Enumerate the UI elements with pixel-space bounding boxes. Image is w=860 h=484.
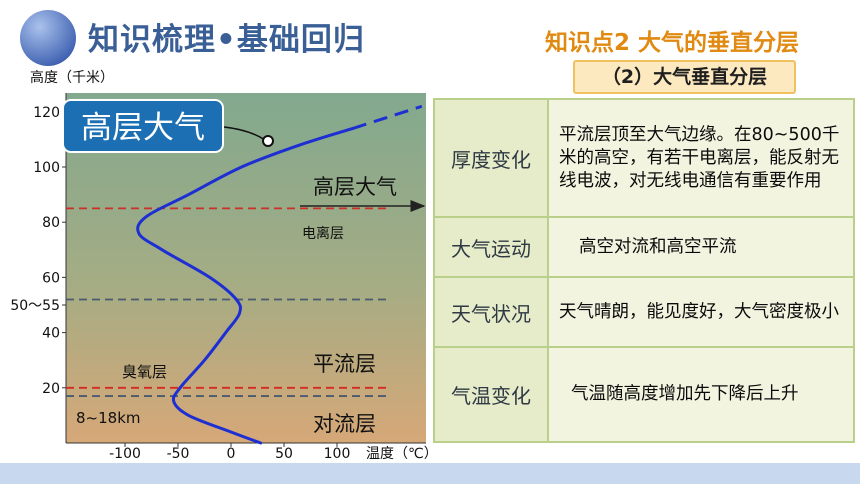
temperature-curve-extension <box>352 104 423 130</box>
y-tick-label: 120 <box>33 105 60 121</box>
info-table: 厚度变化 平流层顶至大气边缘。在80~500千米的高空，有若干电离层，能反射无线… <box>433 98 855 443</box>
troposphere-range: 8~18km <box>76 409 141 427</box>
table-row: 天气状况 天气晴朗，能见度好，大气密度极小 <box>433 276 855 348</box>
x-tick-label: -100 <box>109 446 141 462</box>
x-tick-label: 50 <box>275 446 293 462</box>
stratosphere-label: 平流层 <box>313 352 376 376</box>
row-label: 天气状况 <box>433 276 549 348</box>
y-tick-label: 60 <box>42 270 60 286</box>
y-tick-label: 40 <box>42 326 60 342</box>
x-tick-label: 0 <box>227 446 236 462</box>
table-row: 大气运动 高空对流和高空平流 <box>433 216 855 278</box>
section-title: 知识梳理•基础回归 <box>88 22 365 58</box>
topic-title: 知识点2 大气的垂直分层 <box>545 30 800 56</box>
x-tick-label: -50 <box>167 446 190 462</box>
table-row: 气温变化 气温随高度增加先下降后上升 <box>433 346 855 443</box>
temperature-curve <box>136 126 355 445</box>
logo-circle <box>20 10 76 66</box>
row-text: 天气晴朗，能见度好，大气密度极小 <box>547 276 855 348</box>
row-label: 气温变化 <box>433 346 549 443</box>
ozone-label: 臭氧层 <box>122 363 167 381</box>
row-label: 大气运动 <box>433 216 549 278</box>
row-label: 厚度变化 <box>433 98 549 218</box>
callout-dot <box>262 135 274 147</box>
atmosphere-diagram: 高度（千米） 温度（℃） 120 100 80 60 50～55 40 20 -100 -50 0… <box>10 69 432 462</box>
y-tick-label: 80 <box>42 215 60 231</box>
bottom-bar <box>0 463 860 484</box>
row-text: 平流层顶至大气边缘。在80~500千米的高空，有若干电离层，能反射无线电波，对无… <box>547 98 855 218</box>
callout-leader <box>223 126 266 141</box>
x-tick-label: 100 <box>324 446 351 462</box>
callout-box <box>62 99 224 153</box>
y-tick-label: 100 <box>33 160 60 176</box>
upper-layer-label: 高层大气 <box>313 175 397 199</box>
y-axis-title: 高度（千米） <box>30 69 114 86</box>
x-axis-title: 温度（℃） <box>366 446 432 462</box>
y-tick-label: 50～55 <box>10 298 60 314</box>
subtitle-banner: （2）大气垂直分层 <box>573 60 796 94</box>
row-text: 气温随高度增加先下降后上升 <box>547 346 855 443</box>
ionosphere-label: 电离层 <box>302 225 344 242</box>
row-text: 高空对流和高空平流 <box>547 216 855 278</box>
callout-label: 高层大气 <box>81 110 205 146</box>
y-tick-label: 20 <box>42 381 60 397</box>
troposphere-label: 对流层 <box>313 412 376 436</box>
table-row: 厚度变化 平流层顶至大气边缘。在80~500千米的高空，有若干电离层，能反射无线… <box>433 98 855 218</box>
